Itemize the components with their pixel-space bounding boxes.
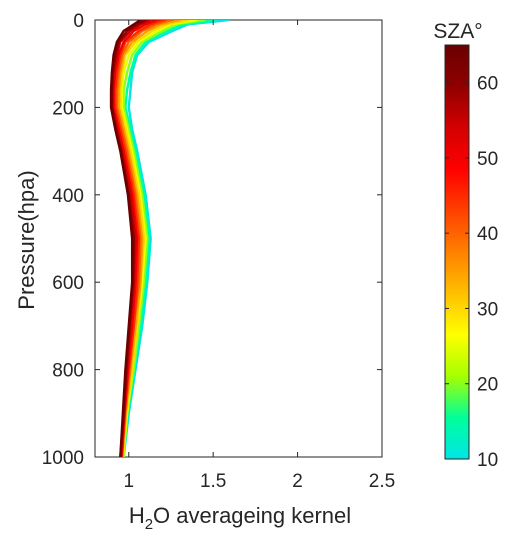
series-line-sza-50 (112, 20, 159, 457)
series-line-sza-45 (114, 20, 166, 457)
colorbar-tick-label: 60 (477, 74, 498, 95)
y-tick-label: 400 (52, 186, 84, 207)
y-axis-label: Pressure(hpa) (14, 170, 39, 309)
series-line-sza-10 (122, 20, 230, 457)
x-tick-label: 2.5 (369, 471, 395, 492)
y-tick-label: 0 (73, 11, 84, 32)
colorbar-title: SZA° (433, 20, 482, 43)
colorbar-tick-label: 40 (477, 224, 498, 245)
x-axis-label-rest: O averageing kernel (153, 503, 351, 528)
colorbar-tick-label: 20 (477, 375, 498, 396)
series-line-sza-35 (117, 20, 181, 457)
axes: 1 1.5 2 2.5 0 200 400 600 800 1000 (42, 11, 395, 492)
series-line-sza-30 (119, 20, 190, 457)
series-line-sza-65 (109, 20, 142, 457)
series-line-sza-20 (122, 20, 206, 457)
x-axis-label: H2O averageing kernel (129, 503, 351, 533)
x-tick-label: 1 (123, 471, 134, 492)
colorbar-tick-label: 30 (477, 299, 498, 320)
x-tick-label: 1.5 (200, 471, 226, 492)
y-tick-label: 200 (52, 98, 84, 119)
x-tick-label: 2 (292, 471, 303, 492)
x-axis-label-sub: 2 (145, 516, 153, 533)
y-tick-label: 600 (52, 273, 84, 294)
colorbar: SZA° 10 20 30 40 50 60 (433, 20, 498, 471)
colorbar-tick-label: 50 (477, 149, 498, 170)
y-tick-label: 800 (52, 361, 84, 382)
x-axis-label-base: H (129, 503, 145, 528)
y-tick-label: 1000 (42, 448, 84, 469)
colorbar-tick-label: 10 (477, 450, 498, 471)
series-group (109, 20, 230, 457)
colorbar-gradient (444, 44, 470, 460)
